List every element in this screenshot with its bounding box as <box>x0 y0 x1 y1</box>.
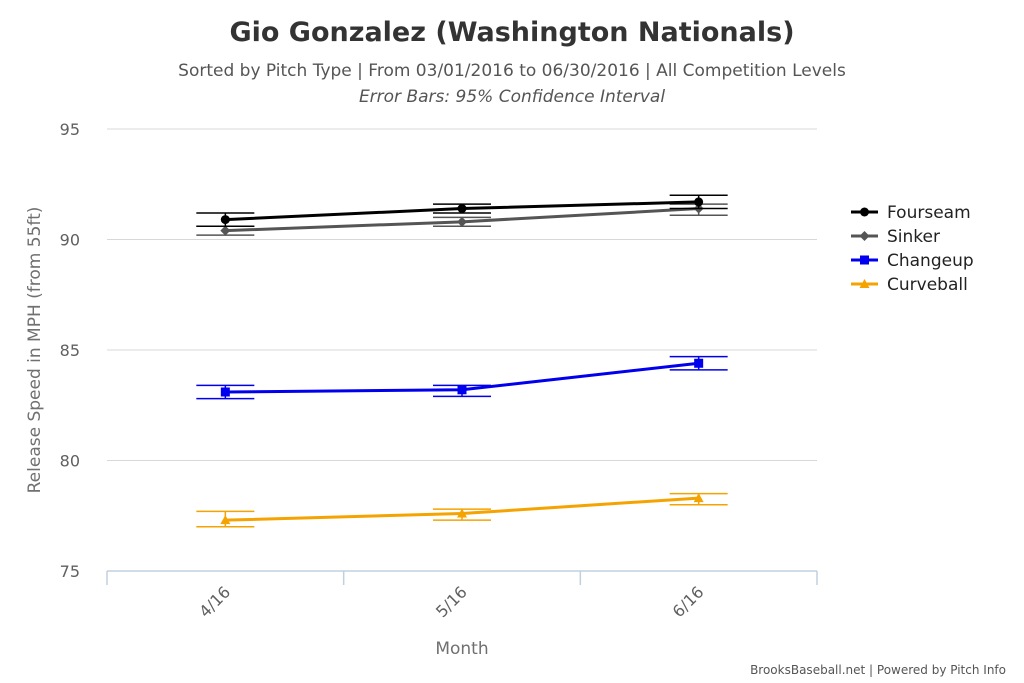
legend-marker-sinker <box>859 231 870 241</box>
data-point-fourseam <box>694 197 704 207</box>
data-point-changeup <box>220 387 230 397</box>
chart-title: Gio Gonzalez (Washington Nationals) <box>229 17 794 48</box>
legend-item-curveball[interactable]: Curveball <box>851 275 968 295</box>
grid-lines <box>107 128 817 461</box>
data-point-fourseam <box>457 204 467 214</box>
data-point-curveball <box>693 493 704 503</box>
series-fourseam[interactable] <box>196 194 728 227</box>
x-axis-title: Month <box>435 639 488 659</box>
data-point-changeup <box>694 358 704 368</box>
y-axis-title: Release Speed in MPH (from 55ft) <box>25 207 45 494</box>
y-tick-label: 95 <box>60 120 80 139</box>
legend-item-changeup[interactable]: Changeup <box>851 251 974 271</box>
chart-subtitle: Sorted by Pitch Type | From 03/01/2016 t… <box>178 61 846 81</box>
data-point-sinker <box>457 216 467 227</box>
legend-marker-changeup <box>860 255 869 265</box>
y-tick-label: 75 <box>60 562 80 581</box>
y-tick-label: 90 <box>60 231 80 250</box>
x-tick-label: 5/16 <box>432 582 471 621</box>
data-point-curveball <box>457 508 467 518</box>
legend-label-sinker: Sinker <box>887 227 940 247</box>
series-changeup[interactable] <box>196 355 728 400</box>
series-curveball[interactable] <box>196 492 728 528</box>
legend-item-fourseam[interactable]: Fourseam <box>851 203 971 223</box>
data-point-fourseam <box>220 215 230 225</box>
data-point-sinker <box>220 225 231 236</box>
legend-label-fourseam: Fourseam <box>887 203 971 223</box>
y-tick-label: 80 <box>60 452 80 471</box>
legend-marker-curveball <box>859 279 870 288</box>
x-tick-label: 4/16 <box>195 582 234 621</box>
y-tick-label: 85 <box>60 341 80 360</box>
legend-marker-fourseam <box>860 207 869 217</box>
legend-item-sinker[interactable]: Sinker <box>851 227 940 247</box>
legend-label-curveball: Curveball <box>887 275 968 295</box>
x-tick-label: 6/16 <box>669 582 708 621</box>
legend-label-changeup: Changeup <box>887 251 974 271</box>
legend[interactable]: Fourseam Sinker Changeup Curveball <box>851 203 974 295</box>
chart-subtitle-error-bars: Error Bars: 95% Confidence Interval <box>359 87 665 107</box>
series-group <box>196 194 728 528</box>
chart-credits[interactable]: BrooksBaseball.net | Powered by Pitch In… <box>750 663 1006 677</box>
data-point-curveball <box>220 515 231 525</box>
data-point-changeup <box>457 385 467 395</box>
